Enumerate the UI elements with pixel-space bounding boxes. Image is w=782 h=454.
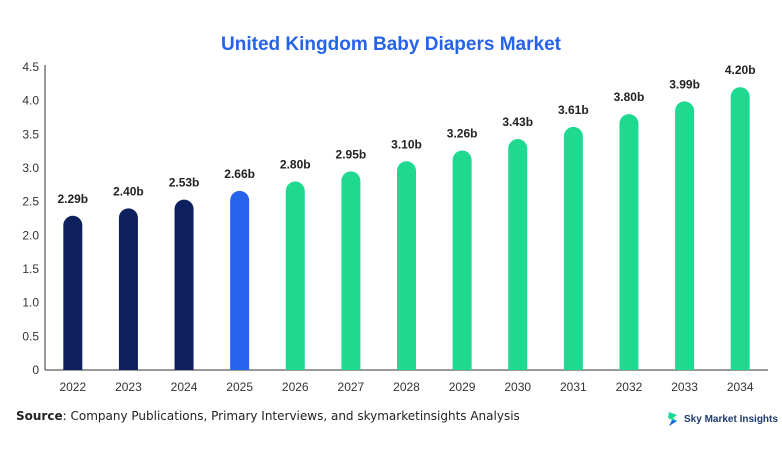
x-tick-label: 2023 [115, 380, 142, 394]
data-label: 3.10b [391, 137, 422, 151]
y-tick-label: 0 [32, 363, 39, 377]
x-tick-label: 2028 [393, 380, 420, 394]
data-label: 2.40b [113, 184, 144, 198]
bar-2033 [675, 101, 695, 370]
source-label: Source [16, 409, 63, 423]
y-tick-label: 2.0 [22, 228, 39, 242]
x-tick-label: 2034 [727, 380, 754, 394]
x-tick-label: 2024 [171, 380, 198, 394]
x-tick-label: 2027 [338, 380, 365, 394]
bar-2029 [452, 150, 472, 370]
y-tick-label: 0.5 [22, 329, 39, 343]
chart-labels: 2022 2.29b 2023 2.40b 2024 2.53b 2025 2.66b 2026… [57, 63, 755, 394]
x-tick-label: 2025 [226, 380, 253, 394]
logo-text: Sky Market Insights [684, 413, 778, 425]
x-tick-label: 2030 [504, 380, 531, 394]
data-label: 3.43b [502, 115, 533, 129]
bar-2030 [508, 139, 528, 370]
x-tick-label: 2032 [616, 380, 643, 394]
chart-bars [63, 87, 750, 370]
y-tick-label: 4.0 [22, 94, 39, 108]
x-tick-label: 2031 [560, 380, 587, 394]
data-label: 3.61b [558, 103, 589, 117]
bar-2027 [341, 171, 361, 370]
bar-2028 [397, 161, 416, 370]
source-note: Source: Company Publications, Primary In… [16, 409, 520, 423]
bar-2026 [285, 181, 305, 370]
x-tick-label: 2026 [282, 380, 309, 394]
sky-market-insights-logo-icon [668, 412, 677, 426]
y-tick-label: 1.0 [22, 296, 39, 310]
y-tick-label: 3.5 [22, 127, 39, 141]
bar-2024 [174, 199, 194, 370]
y-tick-label: 3.0 [22, 161, 39, 175]
data-label: 2.80b [280, 157, 311, 171]
bar-2025 [230, 190, 250, 370]
bar-2034 [730, 87, 750, 370]
y-tick-label: 2.5 [22, 195, 39, 209]
x-tick-label: 2029 [449, 380, 476, 394]
chart-title: United Kingdom Baby Diapers Market [221, 34, 561, 55]
data-label: 2.53b [169, 176, 200, 190]
bar-2032 [619, 114, 639, 370]
data-label: 3.26b [447, 126, 478, 140]
bar-2023 [118, 208, 138, 370]
data-label: 3.80b [614, 90, 645, 104]
bar-2022 [63, 215, 83, 370]
source-text: : Company Publications, Primary Intervie… [62, 409, 520, 423]
data-label: 2.29b [57, 192, 88, 206]
y-tick-label: 4.5 [22, 60, 39, 74]
bar-2031 [563, 126, 583, 370]
x-tick-label: 2022 [59, 380, 86, 394]
data-label: 2.95b [336, 147, 367, 161]
y-tick-label: 1.5 [22, 262, 39, 276]
data-label: 4.20b [725, 63, 756, 77]
data-label: 2.66b [224, 167, 255, 181]
brand-logo: Sky Market Insights [666, 410, 778, 428]
x-tick-label: 2033 [671, 380, 698, 394]
data-label: 3.99b [669, 77, 700, 91]
